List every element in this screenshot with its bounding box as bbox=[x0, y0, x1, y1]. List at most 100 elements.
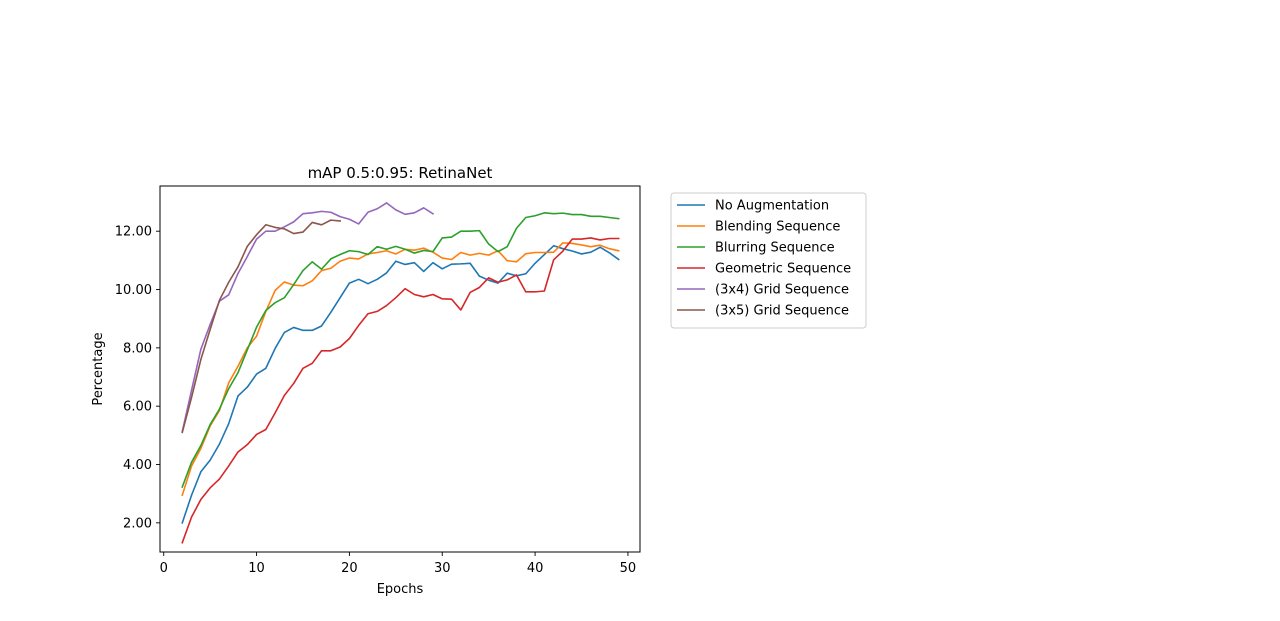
data-point bbox=[228, 423, 230, 425]
data-point bbox=[395, 209, 397, 211]
data-point bbox=[265, 367, 267, 369]
series-3 bbox=[181, 212, 620, 488]
data-point bbox=[200, 358, 202, 361]
data-point bbox=[599, 215, 601, 217]
legend: No Augmentation Blending Sequence Blurring… bbox=[670, 192, 867, 329]
data-point bbox=[200, 447, 202, 450]
data-point bbox=[450, 258, 453, 261]
data-point bbox=[283, 297, 286, 299]
data-point bbox=[469, 291, 471, 294]
data-point bbox=[228, 388, 230, 390]
data-point bbox=[348, 337, 350, 340]
data-point bbox=[506, 272, 508, 274]
data-point bbox=[228, 294, 230, 296]
series-line bbox=[181, 242, 620, 497]
data-point bbox=[413, 249, 415, 251]
plot-frame bbox=[159, 185, 641, 553]
data-point bbox=[543, 251, 545, 254]
data-point bbox=[395, 260, 397, 262]
data-point bbox=[515, 274, 518, 276]
data-point bbox=[367, 313, 369, 315]
data-point bbox=[181, 494, 183, 496]
data-point bbox=[181, 431, 183, 434]
data-point bbox=[274, 347, 276, 350]
x-axis: 0 10 20 30 40 50 bbox=[160, 552, 636, 576]
series-line bbox=[181, 212, 620, 488]
data-point bbox=[348, 218, 350, 220]
data-point bbox=[302, 329, 304, 331]
data-point bbox=[218, 443, 221, 445]
data-point bbox=[432, 293, 434, 296]
data-point bbox=[534, 251, 536, 254]
data-point bbox=[376, 208, 378, 210]
data-point bbox=[181, 522, 183, 524]
data-point bbox=[469, 262, 471, 264]
data-point bbox=[246, 349, 248, 351]
data-point bbox=[255, 234, 258, 236]
y-tick-label: 12.00 bbox=[115, 225, 152, 240]
data-point bbox=[246, 386, 248, 388]
data-point bbox=[441, 298, 443, 300]
data-point bbox=[265, 309, 267, 312]
series-line bbox=[181, 237, 620, 544]
data-point bbox=[228, 465, 230, 467]
data-point bbox=[302, 285, 304, 287]
data-point bbox=[302, 367, 304, 369]
data-point bbox=[358, 258, 360, 260]
data-point bbox=[460, 251, 462, 254]
data-point bbox=[450, 236, 453, 238]
data-point bbox=[293, 221, 295, 223]
x-tick-label: 40 bbox=[527, 561, 544, 576]
data-point bbox=[441, 268, 443, 270]
data-point bbox=[274, 302, 276, 304]
data-point bbox=[553, 245, 555, 247]
data-point bbox=[255, 335, 258, 337]
data-point bbox=[320, 325, 323, 327]
data-point bbox=[255, 373, 258, 375]
data-point bbox=[358, 223, 360, 225]
data-point bbox=[330, 267, 332, 269]
data-point bbox=[534, 262, 536, 264]
data-point bbox=[423, 207, 425, 209]
series-6 bbox=[181, 219, 341, 434]
data-point bbox=[246, 245, 248, 247]
data-point bbox=[562, 242, 564, 244]
data-point bbox=[330, 350, 332, 352]
data-point bbox=[562, 248, 564, 250]
data-point bbox=[283, 394, 286, 396]
data-point bbox=[339, 220, 341, 222]
y-axis: 2.00 4.00 6.00 8.00 10.00 12.00 bbox=[115, 225, 160, 531]
data-point bbox=[367, 283, 369, 285]
data-point bbox=[190, 396, 193, 399]
data-point bbox=[385, 248, 388, 250]
data-point bbox=[404, 288, 406, 290]
data-point bbox=[367, 253, 369, 256]
data-point bbox=[302, 231, 304, 233]
legend-item: (3x4) Grid Sequence bbox=[677, 283, 849, 298]
data-point bbox=[293, 232, 295, 235]
data-point bbox=[200, 444, 202, 447]
data-point bbox=[181, 486, 183, 488]
data-point bbox=[302, 269, 304, 272]
data-point bbox=[209, 459, 211, 461]
data-point bbox=[423, 296, 425, 298]
data-point bbox=[311, 280, 313, 282]
data-point bbox=[255, 433, 258, 436]
data-point bbox=[506, 279, 508, 281]
data-point bbox=[190, 516, 193, 518]
data-point bbox=[488, 243, 490, 245]
legend-label: No Augmentation bbox=[715, 199, 829, 214]
data-point bbox=[413, 293, 415, 296]
data-point bbox=[237, 451, 239, 453]
data-point bbox=[497, 251, 499, 253]
data-point bbox=[395, 253, 397, 255]
data-point bbox=[311, 261, 313, 263]
data-point bbox=[237, 266, 239, 268]
data-point bbox=[413, 252, 415, 254]
data-point bbox=[237, 372, 239, 374]
data-point bbox=[274, 230, 276, 232]
legend-label: (3x5) Grid Sequence bbox=[715, 304, 849, 319]
data-point bbox=[339, 346, 341, 348]
data-point bbox=[599, 246, 601, 248]
